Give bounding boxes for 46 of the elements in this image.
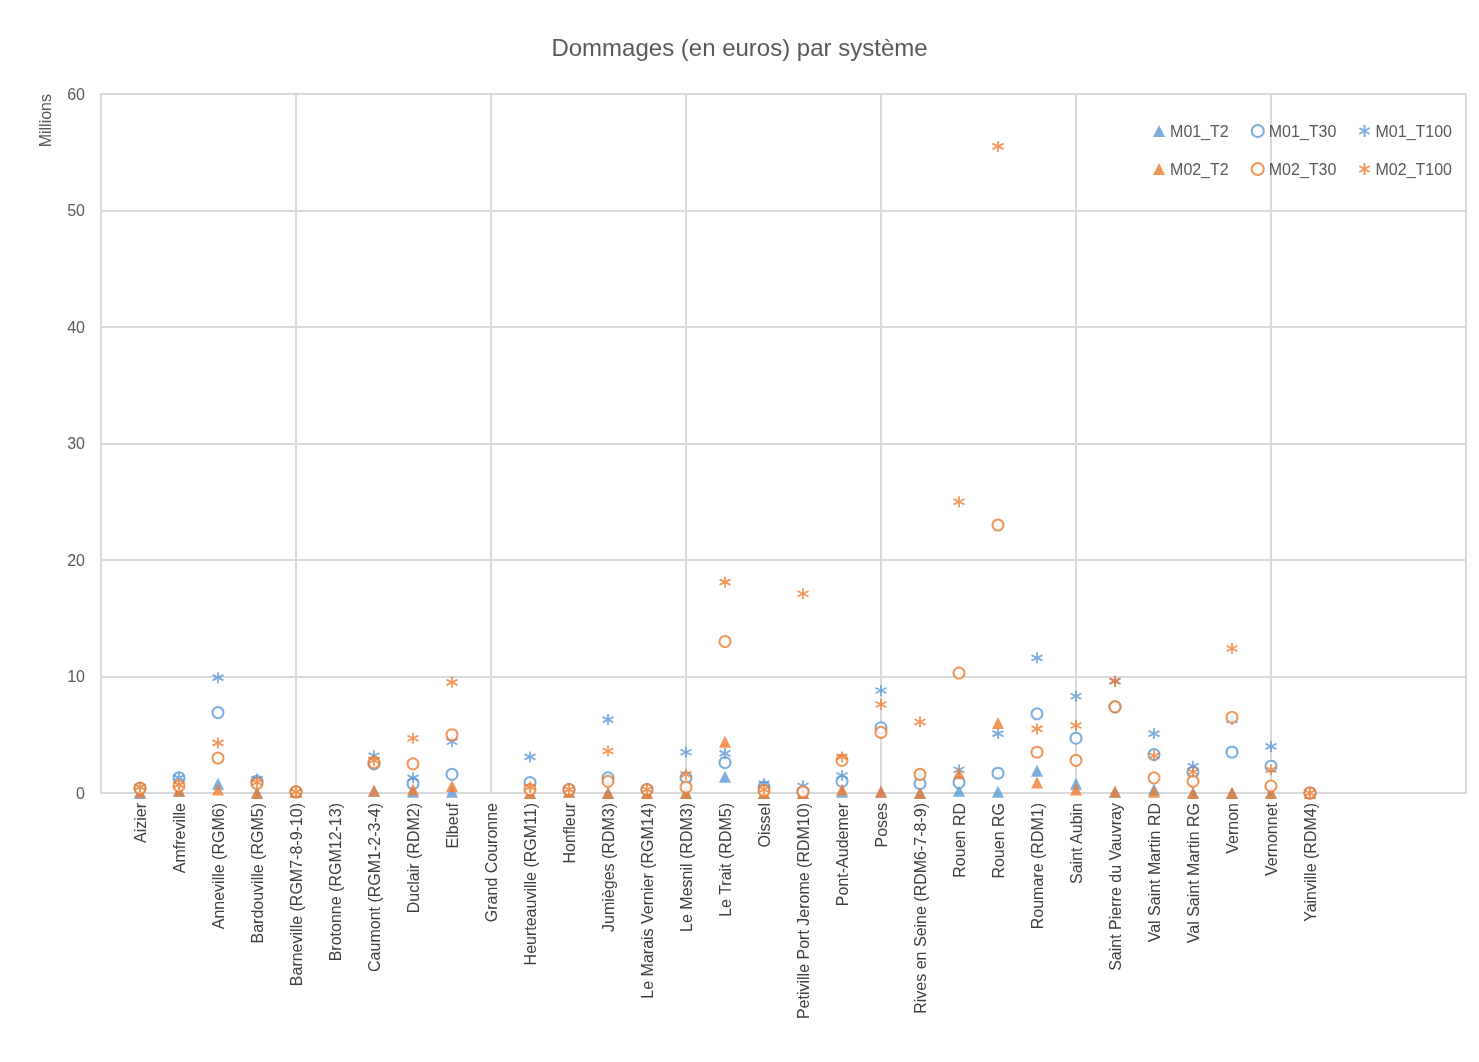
x-tick-label: Vernonnet — [1262, 802, 1280, 876]
chart-title: Dommages (en euros) par système — [551, 33, 928, 61]
x-tick-label: Bardouville (RGM5) — [248, 803, 266, 944]
y-axis-title: Millions — [36, 94, 54, 148]
x-tick-label: Le Trait (RDM5) — [716, 803, 734, 917]
legend-label: M02_T100 — [1375, 160, 1453, 179]
legend-label: M02_T30 — [1268, 160, 1337, 179]
x-tick-label: Pont-Audemer — [833, 802, 851, 907]
legend-label: M01_T30 — [1268, 122, 1337, 141]
y-tick-label: 30 — [67, 435, 86, 452]
x-tick-label: Elbeuf — [443, 802, 461, 849]
x-tick-label: Val Saint Martin RG — [1184, 803, 1202, 944]
y-tick-label: 20 — [67, 551, 86, 569]
x-tick-label: Saint Pierre du Vauvray — [1106, 803, 1124, 971]
x-tick-label: Anneville (RGM6) — [209, 803, 227, 930]
y-tick-label: 50 — [67, 202, 86, 219]
x-tick-label: Brotonne (RGM12-13) — [326, 803, 344, 962]
legend-label: M02_T2 — [1170, 160, 1229, 179]
x-tick-label: Petiville Port Jerome (RDM10) — [794, 803, 812, 1020]
x-tick-label: Rouen RD — [950, 803, 968, 878]
x-tick-label: Poses — [872, 803, 890, 848]
x-tick-label: Vernon — [1223, 803, 1241, 854]
x-tick-label: Rives en Seine (RDM6-7-8-9) — [911, 803, 929, 1014]
y-tick-label: 60 — [67, 85, 86, 103]
x-tick-label: Val Saint Martin RD — [1145, 803, 1163, 943]
x-tick-label: Heurteauville (RGM11) — [521, 803, 539, 966]
x-tick-label: Roumare (RDM1) — [1028, 803, 1046, 930]
y-tick-label: 10 — [67, 668, 86, 685]
legend-label: M01_T2 — [1170, 122, 1229, 141]
x-tick-label: Le Mesnil (RDM3) — [677, 803, 695, 932]
x-tick-label: Caumont (RGM1-2-3-4) — [365, 803, 383, 972]
y-tick-label: 40 — [67, 318, 86, 336]
x-tick-label: Barneville (RGM7-8-9-10) — [287, 803, 305, 987]
x-tick-label: Aizier — [131, 802, 149, 844]
x-tick-label: Honfleur — [560, 802, 578, 864]
y-tick-label: 0 — [76, 784, 86, 802]
legend-label: M01_T100 — [1375, 122, 1453, 141]
x-tick-label: Oissel — [755, 803, 773, 848]
x-tick-label: Yainville (RDM4) — [1301, 803, 1319, 922]
x-tick-label: Saint Aubin — [1067, 803, 1085, 884]
x-tick-label: Jumièges (RDM3) — [599, 803, 617, 932]
x-tick-label: Amfreville — [170, 802, 188, 874]
x-tick-label: Grand Couronne — [482, 802, 500, 923]
x-tick-label: Rouen RG — [989, 803, 1007, 879]
x-tick-label: Duclair (RDM2) — [404, 803, 422, 914]
x-tick-label: Le Marais Vernier (RGM14) — [638, 803, 656, 999]
